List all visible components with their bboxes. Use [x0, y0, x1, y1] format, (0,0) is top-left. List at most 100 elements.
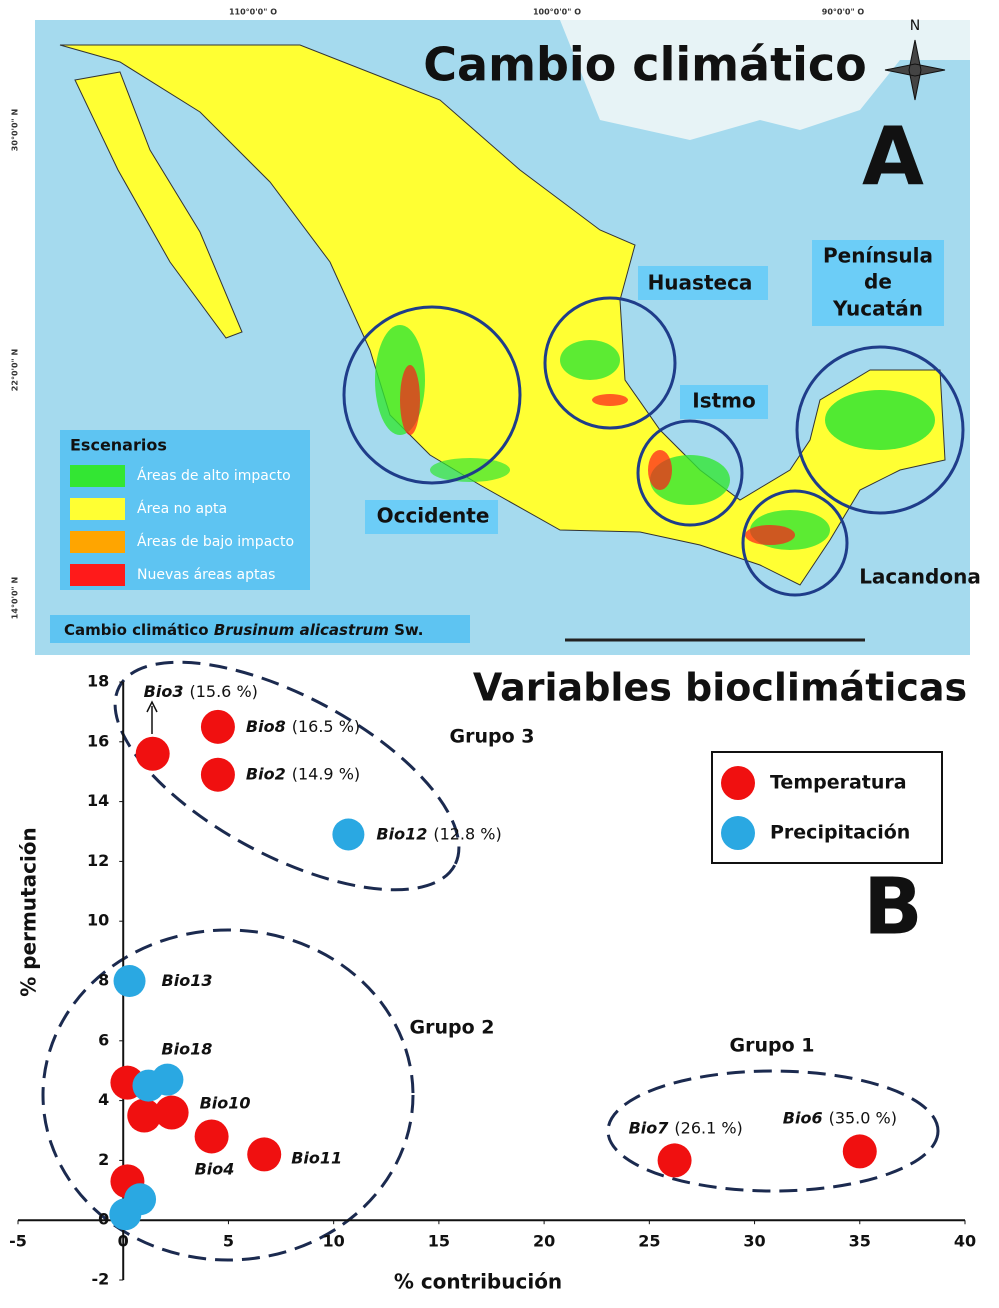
region-label: Istmo [692, 389, 756, 413]
x-axis-label: % contribución [394, 1270, 562, 1294]
point-name: Bio8 [246, 716, 286, 735]
point-label: Bio3 (15.6 %) [144, 681, 258, 700]
x-tick-label: 35 [849, 1232, 871, 1251]
point [200, 757, 235, 792]
point-name: Bio12 [376, 824, 427, 843]
point-label: Bio6 (35.0 %) [783, 1108, 897, 1127]
legend-swatch [70, 531, 125, 553]
y-tick-label: 18 [87, 672, 109, 691]
group-label: Grupo 2 [410, 1017, 495, 1039]
lat-label: 30°0'0" N [11, 109, 20, 151]
legend-label: Áreas de alto impacto [137, 467, 291, 484]
point-name: Bio10 [200, 1093, 251, 1112]
legend-title: Escenarios [70, 436, 167, 455]
point-label: Bio10 [200, 1093, 251, 1112]
group-label: Grupo 1 [730, 1035, 815, 1057]
y-tick-label: 4 [98, 1090, 109, 1109]
region-label: Lacandona [859, 565, 981, 589]
x-tick-label: 15 [428, 1232, 450, 1251]
point [247, 1137, 282, 1172]
point-name: Bio18 [161, 1039, 212, 1058]
point-name: Bio13 [162, 971, 213, 990]
point-note: (26.1 %) [674, 1118, 742, 1137]
y-axis-label: % permutación [17, 827, 41, 997]
region-label: de [864, 270, 892, 294]
region-label: Huasteca [648, 271, 753, 295]
group-ellipse [606, 1069, 940, 1193]
point [113, 965, 146, 997]
y-tick-label: 6 [98, 1030, 109, 1049]
point-label: Bio18 [161, 1039, 212, 1058]
region-box [812, 240, 944, 326]
point-label: Bio11 [291, 1148, 342, 1167]
x-tick-label: 30 [743, 1232, 765, 1251]
lon-label: 90°0'0" O [822, 8, 865, 17]
region-box [638, 266, 768, 300]
x-tick-label: 20 [533, 1232, 555, 1251]
new-areas [400, 365, 795, 545]
point-note: (12.8 %) [433, 824, 501, 843]
north-land [35, 20, 970, 140]
region-circles [342, 296, 965, 597]
y-tick-label: -2 [91, 1270, 109, 1289]
x-tick-label: 10 [323, 1232, 345, 1251]
legend-label: Área no apta [137, 500, 227, 517]
point [127, 1098, 162, 1133]
legend-marker [721, 766, 755, 800]
point-name: Bio7 [629, 1118, 670, 1137]
legend-swatch [70, 564, 125, 586]
point-label: Bio13 [162, 971, 213, 990]
x-tick-label: 0 [118, 1232, 129, 1251]
lat-label: 14°0'0" N [11, 577, 20, 619]
scatter-panel: Variables bioclimáticas B % contribución… [9, 660, 976, 1294]
north-label: N [910, 18, 920, 34]
point-note: (35.0 %) [829, 1108, 897, 1127]
point-name: Bio4 [195, 1159, 235, 1178]
point-label: Bio2 (14.9 %) [246, 764, 360, 783]
map-title: Cambio climático [423, 38, 866, 92]
region-box [680, 385, 768, 419]
point [109, 1198, 142, 1231]
caption-author: Sw. [394, 621, 423, 639]
panel-label: B [863, 862, 922, 952]
lat-label: 22°0'0" N [11, 349, 20, 391]
region-label: Occidente [377, 504, 490, 528]
point-note: (14.9 %) [292, 764, 360, 783]
caption: Cambio climático Brusinum alicastrum Sw. [64, 621, 424, 639]
legend-marker [721, 816, 755, 850]
y-tick-label: 0 [98, 1210, 109, 1229]
point [194, 1119, 229, 1154]
point [842, 1134, 877, 1169]
x-tick-label: 25 [638, 1232, 660, 1251]
y-tick-label: 14 [87, 791, 109, 810]
region-label: Yucatán [832, 297, 923, 321]
group-ellipse [41, 928, 415, 1262]
y-tick-label: 2 [98, 1150, 109, 1169]
y-tick-label: 12 [87, 851, 109, 870]
caption-text: Cambio climático [64, 621, 209, 639]
point-label: Bio8 (16.5 %) [246, 716, 360, 735]
panel-label: A [862, 110, 924, 203]
group-label: Grupo 3 [450, 726, 535, 748]
point [200, 709, 235, 744]
point-label: Bio4 [195, 1159, 235, 1178]
lon-label: 100°0'0" O [533, 8, 581, 17]
point [135, 736, 170, 771]
point-note: (16.5 %) [292, 716, 360, 735]
legend-label: Temperatura [770, 772, 907, 794]
group-ellipse [113, 660, 461, 892]
caption-box [50, 615, 470, 643]
point-name: Bio6 [783, 1108, 823, 1127]
baja-california [74, 71, 243, 339]
compass: N [884, 18, 946, 101]
point [657, 1143, 692, 1178]
x-tick-label: -5 [9, 1232, 27, 1251]
point-label: Bio7 (26.1 %) [629, 1118, 743, 1137]
x-tick-label: 5 [223, 1232, 234, 1251]
point [154, 1095, 189, 1130]
region-label: Península [823, 244, 933, 268]
lon-label: 110°0'0" O [229, 8, 277, 17]
point-name: Bio2 [246, 764, 286, 783]
legend-label: Precipitación [770, 822, 910, 844]
legend-swatch [70, 498, 125, 520]
